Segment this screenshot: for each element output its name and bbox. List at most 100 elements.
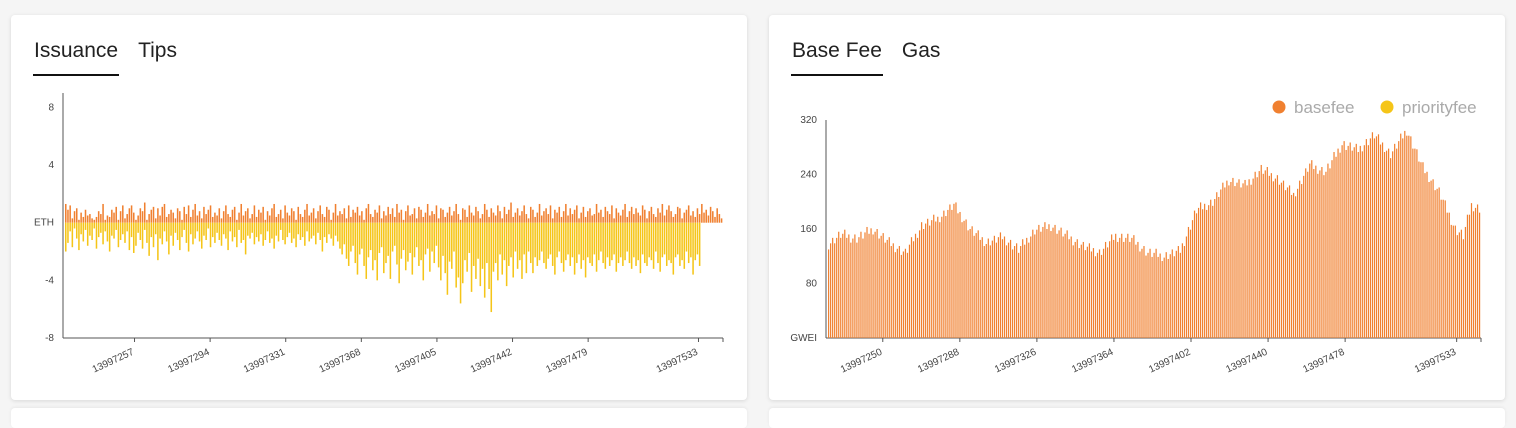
issuance-bar [571,214,574,223]
burn-bar [652,222,655,269]
basefee-bar [1349,142,1351,338]
burn-bar [617,222,620,264]
issuance-bar [707,215,710,223]
basefee-bar [1379,144,1382,338]
issuance-bar [216,215,218,223]
issuance-bar [356,206,359,223]
basefee-bar [854,234,856,338]
basefee-bar [1090,251,1093,338]
basefee-bar [933,214,935,338]
tab-tips[interactable]: Tips [138,39,177,62]
basefee-bar [1412,148,1414,338]
basefee-bar [1145,255,1147,338]
burn-bar [505,222,508,287]
burn-bar [216,222,218,233]
burn-bar [367,222,370,258]
issuance-bar [468,205,471,223]
basefee-bar [1100,254,1103,338]
issuance-bar [266,211,269,223]
burn-bar [431,222,433,252]
basefee-bar [1418,161,1420,338]
burn-bar [187,222,190,252]
x-tick-label: 13997288 [916,347,961,376]
issuance-bar [619,215,622,223]
basefee-bar [1339,152,1341,338]
basefee-bar [1204,203,1206,338]
issuance-bar [69,205,71,223]
issuance-bar [720,218,723,223]
basefee-bar [1460,229,1462,338]
burn-bar [148,222,150,256]
basefee-bar [1244,179,1246,338]
issuance-bar [117,219,120,223]
issuance-bar [692,211,694,223]
basefee-bar [1353,147,1355,338]
issuance-bar [497,205,499,223]
basefee-bar [840,237,842,338]
issuance-bar [532,209,534,223]
burn-bar [637,222,639,261]
burn-bar [424,222,427,255]
basefee-bar [1193,210,1196,338]
burn-bar [209,222,212,248]
burn-bar [181,222,183,238]
tab-base-fee[interactable]: Base Fee [791,39,883,76]
burn-bar [657,222,659,264]
issuance-bar [624,203,626,223]
burn-bar [527,222,530,252]
burn-bar [321,222,324,252]
burn-bar [407,222,409,262]
issuance-bar [426,203,429,223]
basefee-bar [1123,241,1125,338]
basefee-bar [848,234,850,338]
basefee-bar [890,246,892,338]
issuance-bar [569,208,572,223]
issuance-bar [321,214,324,223]
burn-bar [433,222,436,264]
issuance-bar [604,206,607,223]
basefee-bar [993,235,995,338]
burn-bar [404,222,407,271]
burn-bar [290,222,293,243]
issuance-bar [93,219,96,223]
issuance-bar [499,211,501,223]
burn-bar [391,222,394,252]
burn-bar [591,222,593,266]
burn-bar [128,222,131,251]
basefee-bar [1272,181,1274,338]
basefee-bar [1406,135,1408,338]
burn-bar [365,222,368,279]
issuance-bar [534,216,536,223]
basefee-bar [1082,241,1084,338]
issuance-bar [716,208,718,223]
basefee-bar [979,239,981,338]
burn-bar [659,222,661,272]
issuance-bar [508,209,510,223]
burn-bar [383,222,385,274]
burn-bar [168,222,170,255]
tab-gas[interactable]: Gas [901,39,941,62]
issuance-bar [255,216,258,223]
basefee-bar [1157,256,1159,338]
basefee-bar [971,226,973,338]
burn-bar [400,222,403,259]
issuance-bar [279,209,282,223]
basefee-bar [1111,234,1113,338]
basefee-bar [1317,173,1319,338]
issuance-bar [679,208,681,223]
burn-bar [336,222,339,242]
issuance-bar [672,216,675,223]
burn-bar [172,222,175,246]
burn-bar [672,222,675,275]
burn-bar [582,222,585,261]
basefee-bar [987,238,989,338]
burn-bar [413,222,416,258]
basefee-bar [1018,252,1020,338]
burn-bar [334,222,337,236]
burn-bar [554,222,556,275]
basefee-bar [1276,175,1279,338]
tab-issuance[interactable]: Issuance [33,39,120,76]
issuance-bar [411,214,414,223]
burn-bar [308,222,310,242]
issuance-bar [104,219,107,223]
